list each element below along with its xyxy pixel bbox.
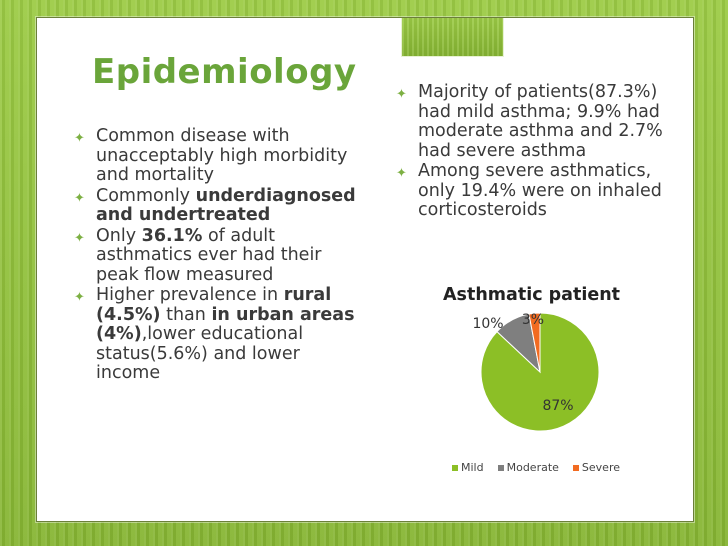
legend-item-moderate: Moderate — [497, 461, 559, 474]
bullet-item: ✦ Higher prevalence in rural (4.5%) than … — [74, 285, 364, 384]
bullet-text: of adult asthmatics ever had their peak … — [96, 225, 322, 285]
bullet-diamond-icon: ✦ — [74, 230, 85, 246]
legend-label: Mild — [461, 461, 484, 474]
data-label-mild: 87% — [542, 398, 573, 414]
bullet-text: in urban areas (4%) — [96, 304, 355, 344]
bullet-diamond-icon: ✦ — [396, 166, 407, 181]
bullet-text: Common disease with unacceptably high mo… — [96, 126, 348, 185]
bullet-text: underdiagnosed and undertreated — [96, 185, 356, 225]
bullet-item: ✦ Among severe asthmatics, only 19.4% wer… — [396, 161, 666, 221]
bullet-item: ✦ Majority of patients(87.3%) had mild as… — [396, 82, 666, 161]
bullet-text: Higher prevalence in — [96, 285, 284, 305]
bullet-diamond-icon: ✦ — [396, 87, 407, 102]
bullet-text: Among severe asthmatics, only 19.4% were… — [418, 161, 662, 220]
legend-swatch — [452, 464, 458, 471]
bullet-text: 36.1% — [141, 225, 203, 246]
pie-slice-severe — [528, 312, 541, 373]
bullet-text: Majority of patients(87.3%) had mild ast… — [418, 82, 663, 161]
bullet-item: ✦ Common disease with unacceptably high m… — [74, 126, 364, 186]
legend-label: Moderate — [506, 461, 559, 474]
bullet-item: ✦ Only 36.1% of adult asthmatics ever had… — [74, 225, 364, 286]
bullet-item: ✦ Commonly underdiagnosed and undertreate… — [74, 185, 364, 226]
chart-title: Asthmatic patient — [443, 285, 621, 305]
slide-title: Epidemiology — [92, 52, 357, 92]
bullet-text: ,lower educational status(5.6%) and lowe… — [96, 324, 304, 383]
bullet-diamond-icon: ✦ — [74, 131, 85, 146]
left-bullet-list: ✦ Common disease with unacceptably high m… — [74, 126, 364, 385]
decorative-tab — [401, 18, 504, 57]
legend-swatch — [497, 464, 504, 471]
legend-item-mild: Mild — [452, 461, 484, 474]
slide-panel — [36, 17, 694, 522]
legend-swatch — [572, 464, 579, 471]
bullet-diamond-icon: ✦ — [74, 190, 85, 206]
right-bullet-list: ✦ Majority of patients(87.3%) had mild as… — [396, 82, 666, 222]
bullet-text: Only — [96, 225, 142, 246]
bullet-text: rural (4.5%) — [96, 285, 332, 325]
chart-legend: Mild Moderate Severe — [452, 461, 620, 474]
bullet-text: Commonly — [96, 185, 196, 206]
bullet-diamond-icon: ✦ — [74, 290, 85, 305]
data-label-severe: 3% — [522, 312, 544, 328]
legend-label: Severe — [581, 461, 620, 474]
pie-chart: 87% 10% 3% — [472, 312, 600, 432]
bullet-text: than — [160, 304, 212, 325]
legend-item-severe: Severe — [572, 461, 620, 474]
data-label-moderate: 10% — [472, 316, 503, 332]
